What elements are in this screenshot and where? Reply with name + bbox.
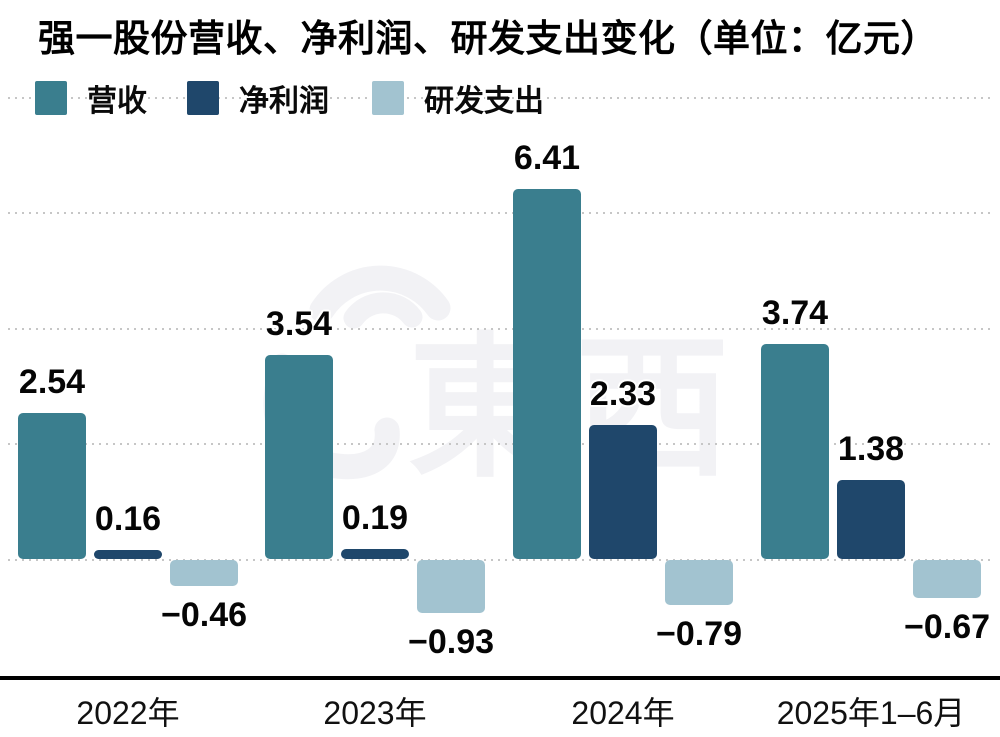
bar-net-profit-2024年 [589,424,657,560]
legend-label-net-profit: 净利润 [239,85,329,118]
value-label-rd-expense-2025年1–6月: −0.67 [903,608,991,647]
x-axis-label-2025年1–6月: 2025年1–6月 [776,695,966,731]
legend-label-rd-expense: 研发支出 [424,85,544,118]
gridline [8,558,994,561]
legend-swatch-revenue [35,81,67,115]
gridline [8,327,994,330]
legend-label-revenue: 营收 [87,85,147,118]
x-axis-label-2024年: 2024年 [571,695,675,731]
bar-net-profit-2022年 [94,550,162,560]
value-label-net-profit-2024年: 2.33 [589,374,657,413]
gridline [8,212,994,214]
watermark-inner-arc-icon [343,292,423,329]
bar-net-profit-2025年1–6月 [837,479,905,560]
legend-swatch-net-profit [187,81,219,115]
value-label-rd-expense-2024年: −0.79 [655,615,743,654]
value-label-net-profit-2023年: 0.19 [341,498,409,537]
value-label-net-profit-2025年1–6月: 1.38 [837,429,905,468]
gridline [8,96,994,99]
bar-rd-expense-2022年 [170,559,238,587]
x-axis-line [0,676,1000,680]
bar-revenue-2024年 [513,189,581,560]
bar-rd-expense-2024年 [665,559,733,606]
value-label-revenue-2023年: 3.54 [265,305,333,344]
value-label-revenue-2022年: 2.54 [18,362,86,401]
watermark-outer-arc-icon [309,265,451,323]
chart-title: 强一股份营收、净利润、研发支出变化（单位：亿元） [38,18,938,59]
bar-net-profit-2023年 [341,548,409,560]
bar-rd-expense-2023年 [417,559,485,614]
value-label-revenue-2025年1–6月: 3.74 [761,293,829,332]
x-axis-label-2022年: 2022年 [76,695,180,731]
legend-swatch-rd-expense [372,81,404,115]
gridline [8,443,994,445]
value-label-rd-expense-2023年: −0.93 [407,623,495,662]
legend-item-rd-expense: 研发支出 [372,76,544,120]
bar-revenue-2025年1–6月 [761,343,829,560]
legend-item-revenue: 营收 [35,76,147,120]
x-axis-label-2023年: 2023年 [323,695,427,731]
bar-rd-expense-2025年1–6月 [913,559,981,599]
legend-item-net-profit: 净利润 [187,76,329,120]
bar-revenue-2023年 [265,355,333,560]
value-label-net-profit-2022年: 0.16 [94,500,162,539]
value-label-rd-expense-2022年: −0.46 [160,596,248,635]
value-label-revenue-2024年: 6.41 [513,139,581,178]
bar-revenue-2022年 [18,412,86,560]
